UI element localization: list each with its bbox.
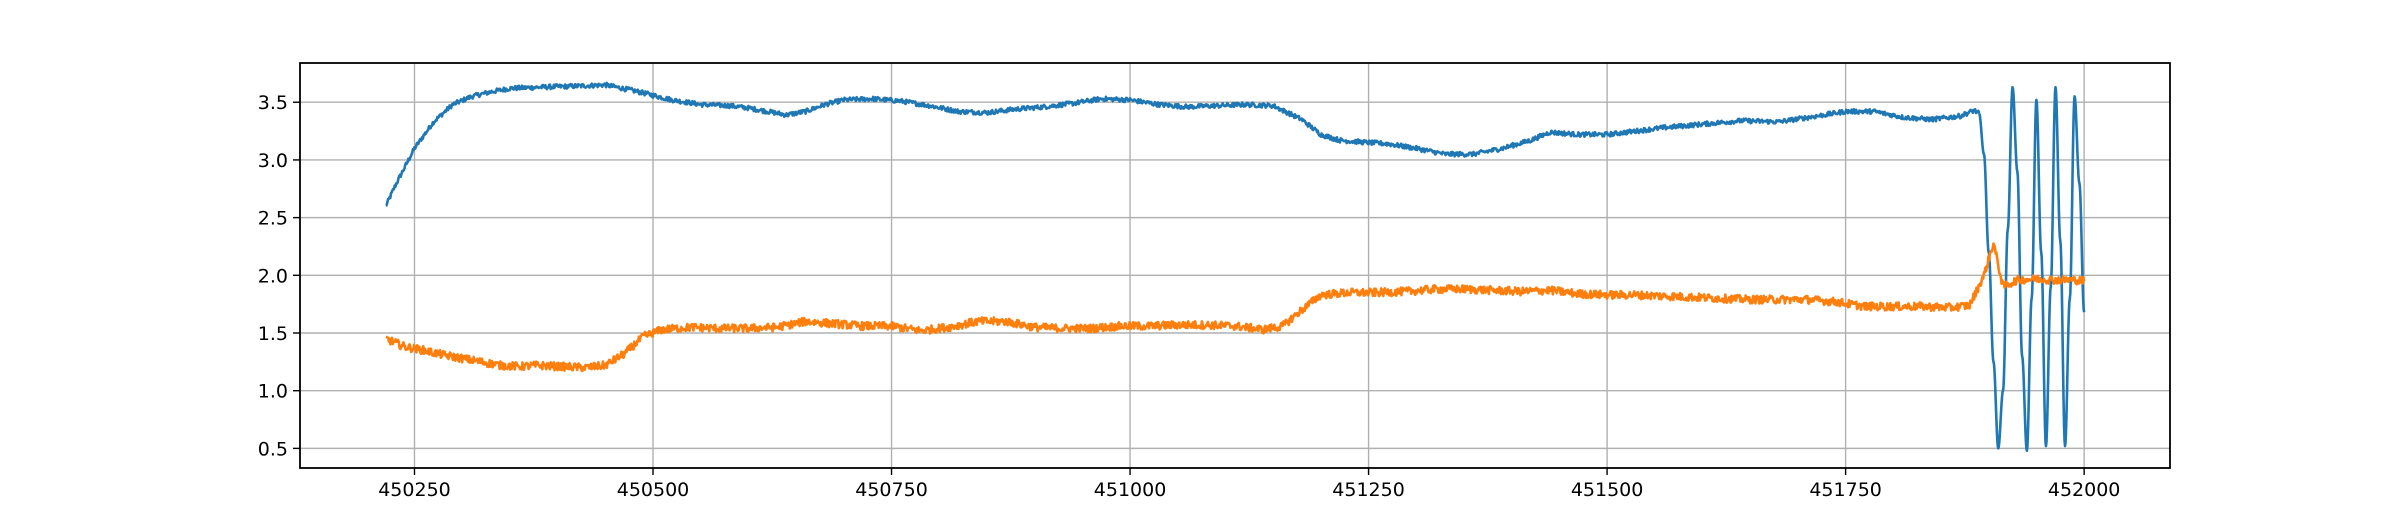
series-group [385, 81, 2086, 452]
x-tick-label: 452000 [2048, 479, 2121, 501]
x-tick-label: 451500 [1571, 479, 1644, 501]
x-tick-label: 451250 [1332, 479, 1405, 501]
grid [300, 63, 2170, 468]
x-tick-label: 451000 [1094, 479, 1167, 501]
x-tick-label: 450250 [378, 479, 451, 501]
y-tick-label: 1.5 [258, 323, 288, 345]
series-line-3 [385, 242, 2086, 373]
x-axis: 450250 450500 450750 451000 451250 451500 4517… [378, 468, 2120, 501]
plot-area-frame [299, 62, 2171, 469]
y-tick-label: 1.0 [258, 381, 288, 403]
y-tick-label: 2.5 [258, 208, 288, 230]
y-tick-label: 3.0 [258, 150, 288, 172]
y-axis: 0.5 1.0 1.5 2.0 2.5 3.0 3.5 [258, 92, 300, 460]
y-tick-label: 2.0 [258, 265, 288, 287]
x-tick-label: 450750 [855, 479, 928, 501]
series-line-1 [385, 81, 1981, 207]
x-tick-label: 451750 [1809, 479, 1882, 501]
y-tick-label: 0.5 [258, 438, 288, 460]
series-line-2 [1978, 85, 2086, 452]
y-tick-label: 3.5 [258, 92, 288, 114]
x-tick-label: 450500 [617, 479, 690, 501]
